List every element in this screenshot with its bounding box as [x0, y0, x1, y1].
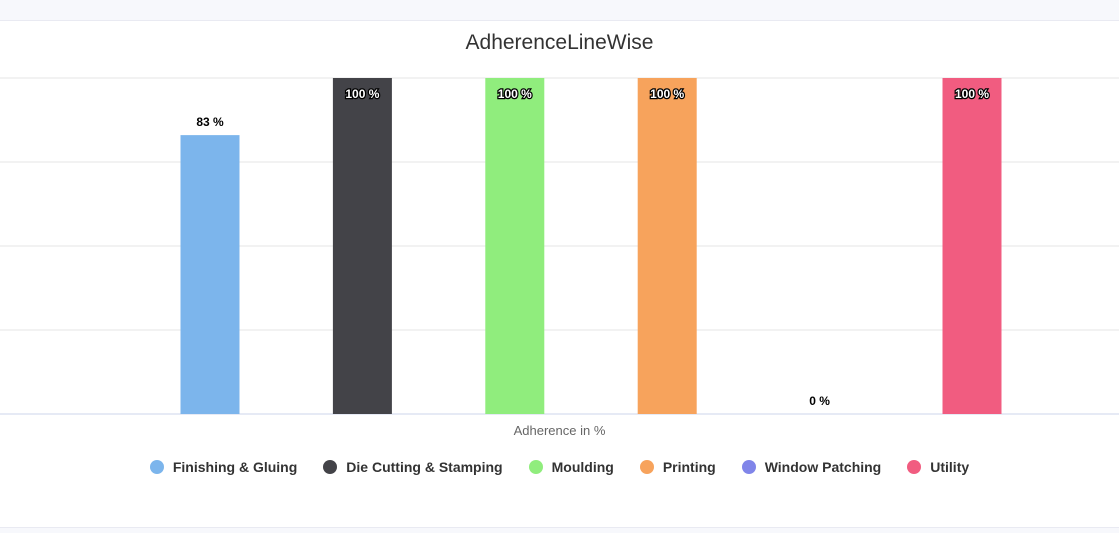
legend-label: Die Cutting & Stamping [346, 459, 503, 475]
chart-card: AdherenceLineWise 83 % 100 % 100 % 100 % 0 %… [0, 20, 1119, 528]
data-label: 100 % [955, 87, 989, 101]
legend-marker-icon [639, 460, 654, 474]
legend-marker-icon [907, 460, 922, 474]
legend-item[interactable]: Die Cutting & Stamping [323, 459, 503, 475]
data-label: 100 % [345, 87, 379, 101]
legend-item[interactable]: Finishing & Gluing [149, 459, 298, 475]
legend-marker-icon [323, 460, 338, 474]
bar[interactable] [485, 78, 545, 414]
data-label: 0 % [809, 394, 830, 408]
legend-item[interactable]: Window Patching [741, 459, 882, 475]
legend-label: Finishing & Gluing [172, 459, 298, 475]
bar[interactable] [180, 135, 240, 414]
chart-title: AdherenceLineWise [465, 31, 654, 54]
legend-item[interactable]: Moulding [528, 459, 614, 475]
bar[interactable] [942, 78, 1002, 414]
legend-item[interactable]: Printing [639, 459, 716, 475]
legend-label: Moulding [551, 459, 614, 475]
legend-item[interactable]: Utility [907, 459, 969, 475]
chart-plot: 83 % 100 % 100 % 100 % 0 % 100 % [0, 77, 1119, 415]
data-label: 100 % [498, 87, 532, 101]
legend-marker-icon [528, 460, 543, 474]
legend-marker-icon [149, 460, 164, 474]
bar[interactable] [332, 78, 392, 414]
legend-marker-icon [741, 460, 756, 474]
legend-label: Utility [930, 459, 970, 475]
data-label: 83 % [196, 115, 224, 129]
chart-legend: Finishing & Gluing Die Cutting & Stamping… [0, 459, 1119, 475]
x-axis-label: Adherence in % [513, 423, 606, 438]
legend-label: Printing [662, 459, 716, 475]
data-label: 100 % [650, 87, 684, 101]
bar[interactable] [637, 78, 697, 414]
legend-label: Window Patching [764, 459, 882, 475]
